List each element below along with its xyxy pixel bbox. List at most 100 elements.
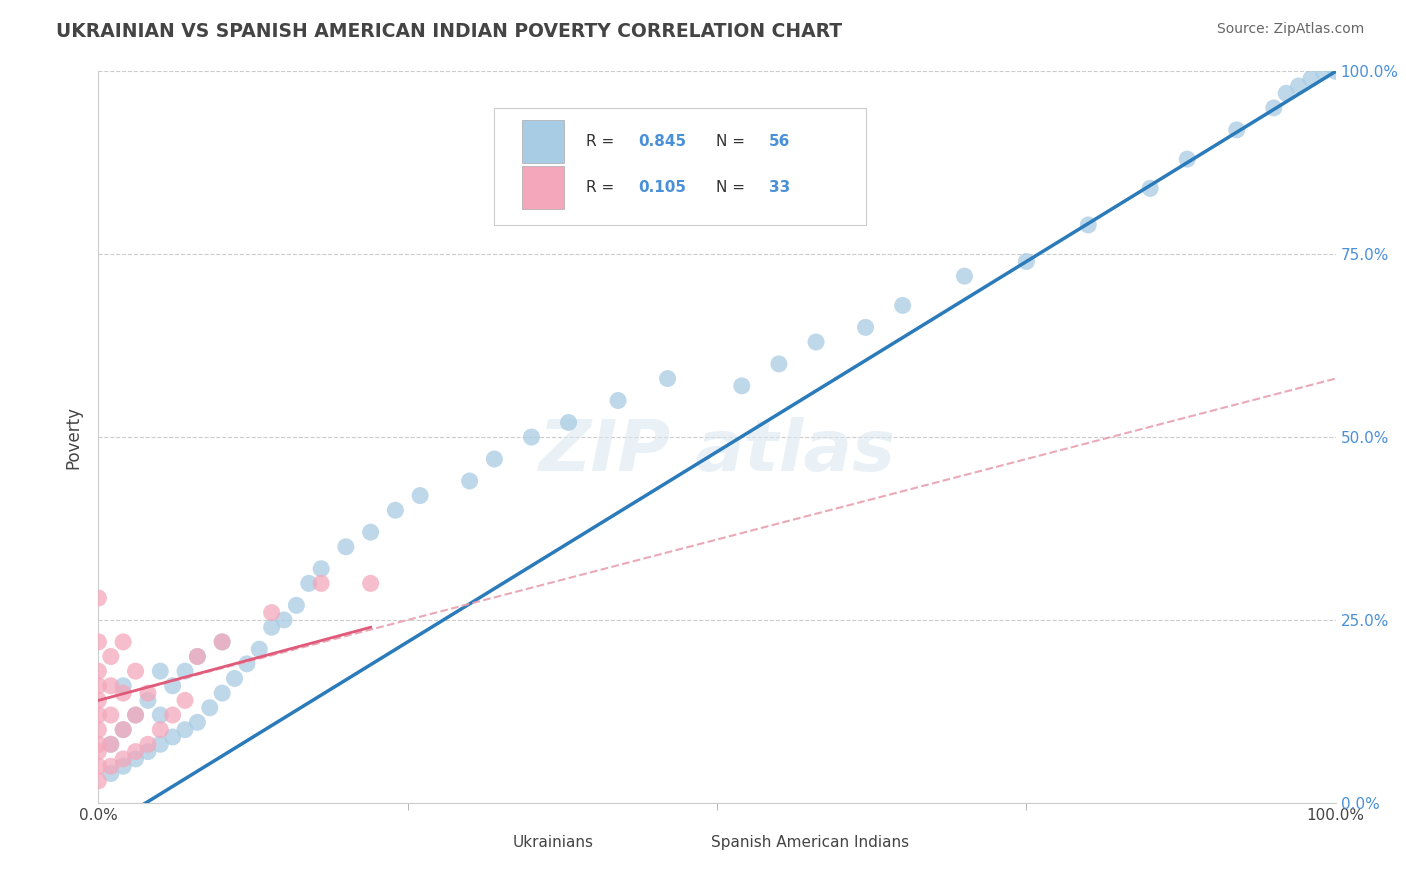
Point (124, 708, 146, 723)
Point (260, 606, 283, 620)
Point (224, 672, 246, 686)
Point (112, 679, 135, 693)
Point (87, 635, 110, 649)
Point (1312, 64, 1334, 78)
Point (298, 576, 321, 591)
Text: UKRAINIAN VS SPANISH AMERICAN INDIAN POVERTY CORRELATION CHART: UKRAINIAN VS SPANISH AMERICAN INDIAN POV… (56, 22, 842, 41)
Point (657, 371, 679, 385)
Point (1324, 64, 1347, 78)
Point (136, 737, 159, 751)
Point (87, 737, 110, 751)
Point (484, 452, 506, 467)
Point (100, 649, 122, 664)
Point (1288, 78, 1310, 93)
Point (198, 700, 221, 714)
Point (891, 298, 914, 312)
Point (162, 708, 184, 723)
Point (186, 649, 208, 664)
Point (149, 737, 172, 751)
Point (87, 759, 110, 773)
Point (458, 474, 481, 488)
Point (804, 334, 827, 349)
Point (87, 591, 110, 605)
Point (87, 773, 110, 788)
Point (112, 759, 135, 773)
Point (360, 576, 382, 591)
Point (186, 715, 208, 730)
Point (557, 416, 579, 430)
Text: Source: ZipAtlas.com: Source: ZipAtlas.com (1216, 22, 1364, 37)
Point (520, 430, 543, 444)
Point (124, 745, 146, 759)
Point (124, 708, 146, 723)
Text: Spanish American Indians: Spanish American Indians (711, 835, 910, 850)
Point (855, 320, 877, 334)
Point (186, 649, 208, 664)
Text: Ukrainians: Ukrainians (513, 835, 593, 850)
Point (87, 745, 110, 759)
Text: 0.105: 0.105 (638, 180, 686, 195)
Point (174, 693, 197, 707)
Point (100, 737, 122, 751)
Point (124, 752, 146, 766)
Point (112, 635, 135, 649)
Point (273, 613, 295, 627)
Point (149, 723, 172, 737)
FancyBboxPatch shape (661, 827, 702, 858)
Point (1077, 218, 1099, 232)
Point (136, 686, 159, 700)
Point (211, 686, 233, 700)
Point (247, 642, 270, 657)
Point (1226, 123, 1249, 137)
Point (87, 708, 110, 723)
Point (149, 664, 172, 678)
FancyBboxPatch shape (495, 108, 866, 225)
FancyBboxPatch shape (522, 120, 564, 162)
Point (1263, 101, 1285, 115)
Point (211, 635, 233, 649)
Point (100, 708, 122, 723)
Point (335, 540, 357, 554)
Point (149, 708, 172, 723)
Text: N =: N = (716, 180, 749, 195)
Point (112, 723, 135, 737)
Point (360, 525, 382, 540)
Point (100, 766, 122, 780)
Point (260, 620, 283, 634)
Point (309, 562, 332, 576)
Point (384, 503, 406, 517)
Point (768, 357, 790, 371)
Point (174, 664, 197, 678)
Point (87, 679, 110, 693)
FancyBboxPatch shape (464, 827, 503, 858)
Point (953, 269, 976, 284)
Point (87, 664, 110, 678)
Point (112, 752, 135, 766)
Point (409, 489, 432, 503)
Point (1299, 71, 1322, 86)
Text: 0.845: 0.845 (638, 134, 686, 149)
Point (1275, 87, 1298, 101)
Point (100, 679, 122, 693)
Point (285, 599, 308, 613)
Point (87, 693, 110, 707)
Text: R =: R = (586, 134, 619, 149)
FancyBboxPatch shape (522, 167, 564, 209)
Text: ZIP atlas: ZIP atlas (538, 417, 896, 486)
Point (1015, 254, 1038, 268)
Text: N =: N = (716, 134, 749, 149)
Point (731, 379, 754, 393)
Point (136, 693, 159, 707)
Point (236, 657, 259, 671)
Point (607, 393, 630, 408)
Point (112, 723, 135, 737)
Point (100, 759, 122, 773)
Point (100, 737, 122, 751)
Point (136, 745, 159, 759)
Text: R =: R = (586, 180, 619, 195)
Point (174, 723, 197, 737)
Point (124, 664, 146, 678)
Point (309, 576, 332, 591)
Y-axis label: Poverty: Poverty (65, 406, 83, 468)
Point (87, 723, 110, 737)
